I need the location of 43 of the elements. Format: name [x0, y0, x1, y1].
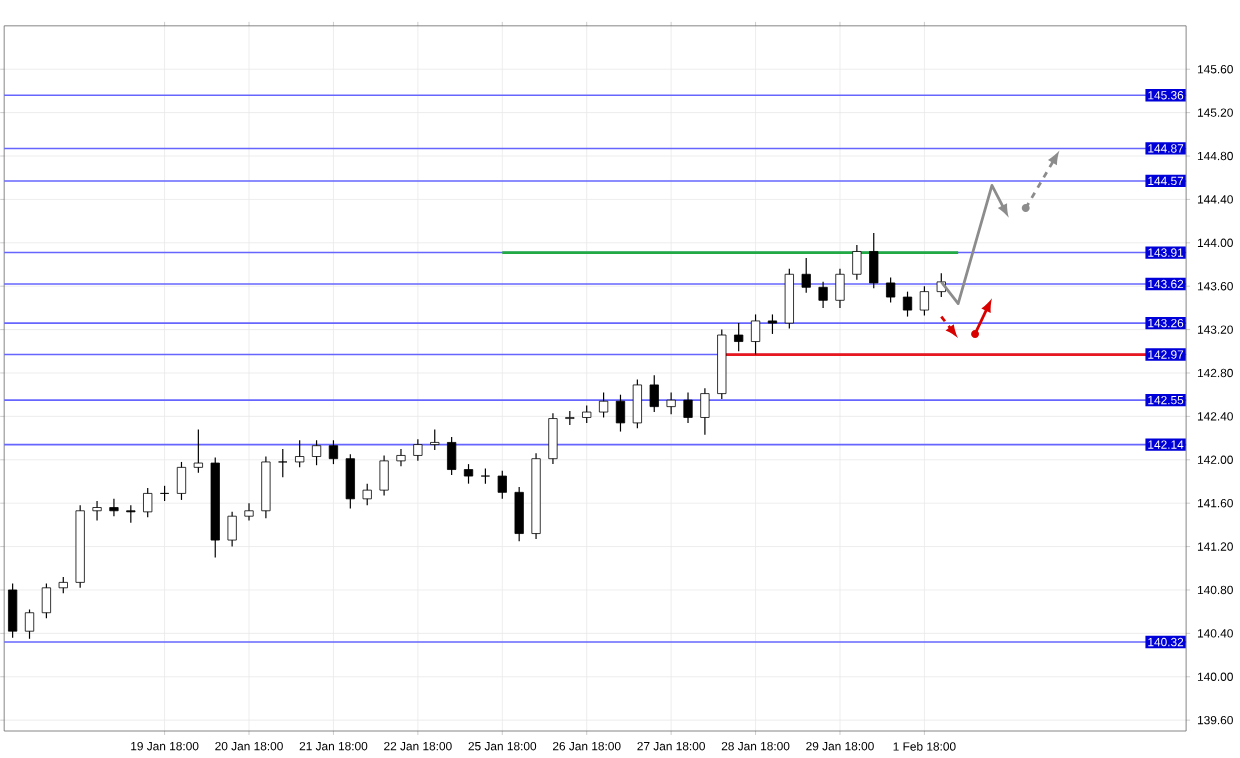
candlestick — [227, 511, 237, 548]
candlestick — [379, 455, 389, 497]
candlestick — [396, 448, 406, 468]
candlestick — [430, 429, 440, 451]
candlestick — [8, 583, 18, 639]
candlestick — [497, 470, 507, 500]
candlestick — [700, 387, 710, 436]
candlestick — [295, 440, 305, 469]
candlestick — [176, 461, 187, 501]
candlestick — [278, 448, 288, 479]
candlestick — [413, 438, 423, 462]
candlestick — [311, 440, 322, 467]
candlestick — [869, 232, 879, 290]
candlestick — [852, 244, 862, 281]
candlestick — [919, 285, 930, 317]
candlestick — [193, 429, 203, 474]
candlestick — [447, 436, 457, 476]
candlestick — [801, 257, 811, 294]
candlestick — [514, 486, 524, 543]
candlestick — [666, 392, 676, 416]
candlestick — [143, 487, 153, 519]
candlestick — [548, 412, 558, 466]
candlestick — [683, 392, 693, 424]
candlestick — [345, 454, 355, 510]
candlestick — [632, 379, 642, 430]
candlestick — [598, 392, 609, 419]
candlestick — [835, 268, 845, 309]
candlestick — [734, 322, 744, 353]
candlestick — [902, 291, 913, 318]
candlestick — [463, 463, 474, 485]
candlestick — [92, 500, 102, 522]
candlestick — [109, 498, 119, 518]
candlestick — [328, 440, 339, 466]
candlestick — [615, 394, 626, 433]
candlestick — [750, 314, 761, 356]
candlestick — [244, 502, 254, 522]
candlestick — [24, 609, 35, 640]
candlestick — [767, 314, 778, 335]
candlestick — [818, 281, 828, 309]
candlestick — [886, 277, 896, 304]
candlestick — [362, 483, 372, 507]
candlestick — [41, 583, 52, 620]
candlestick — [649, 374, 659, 413]
